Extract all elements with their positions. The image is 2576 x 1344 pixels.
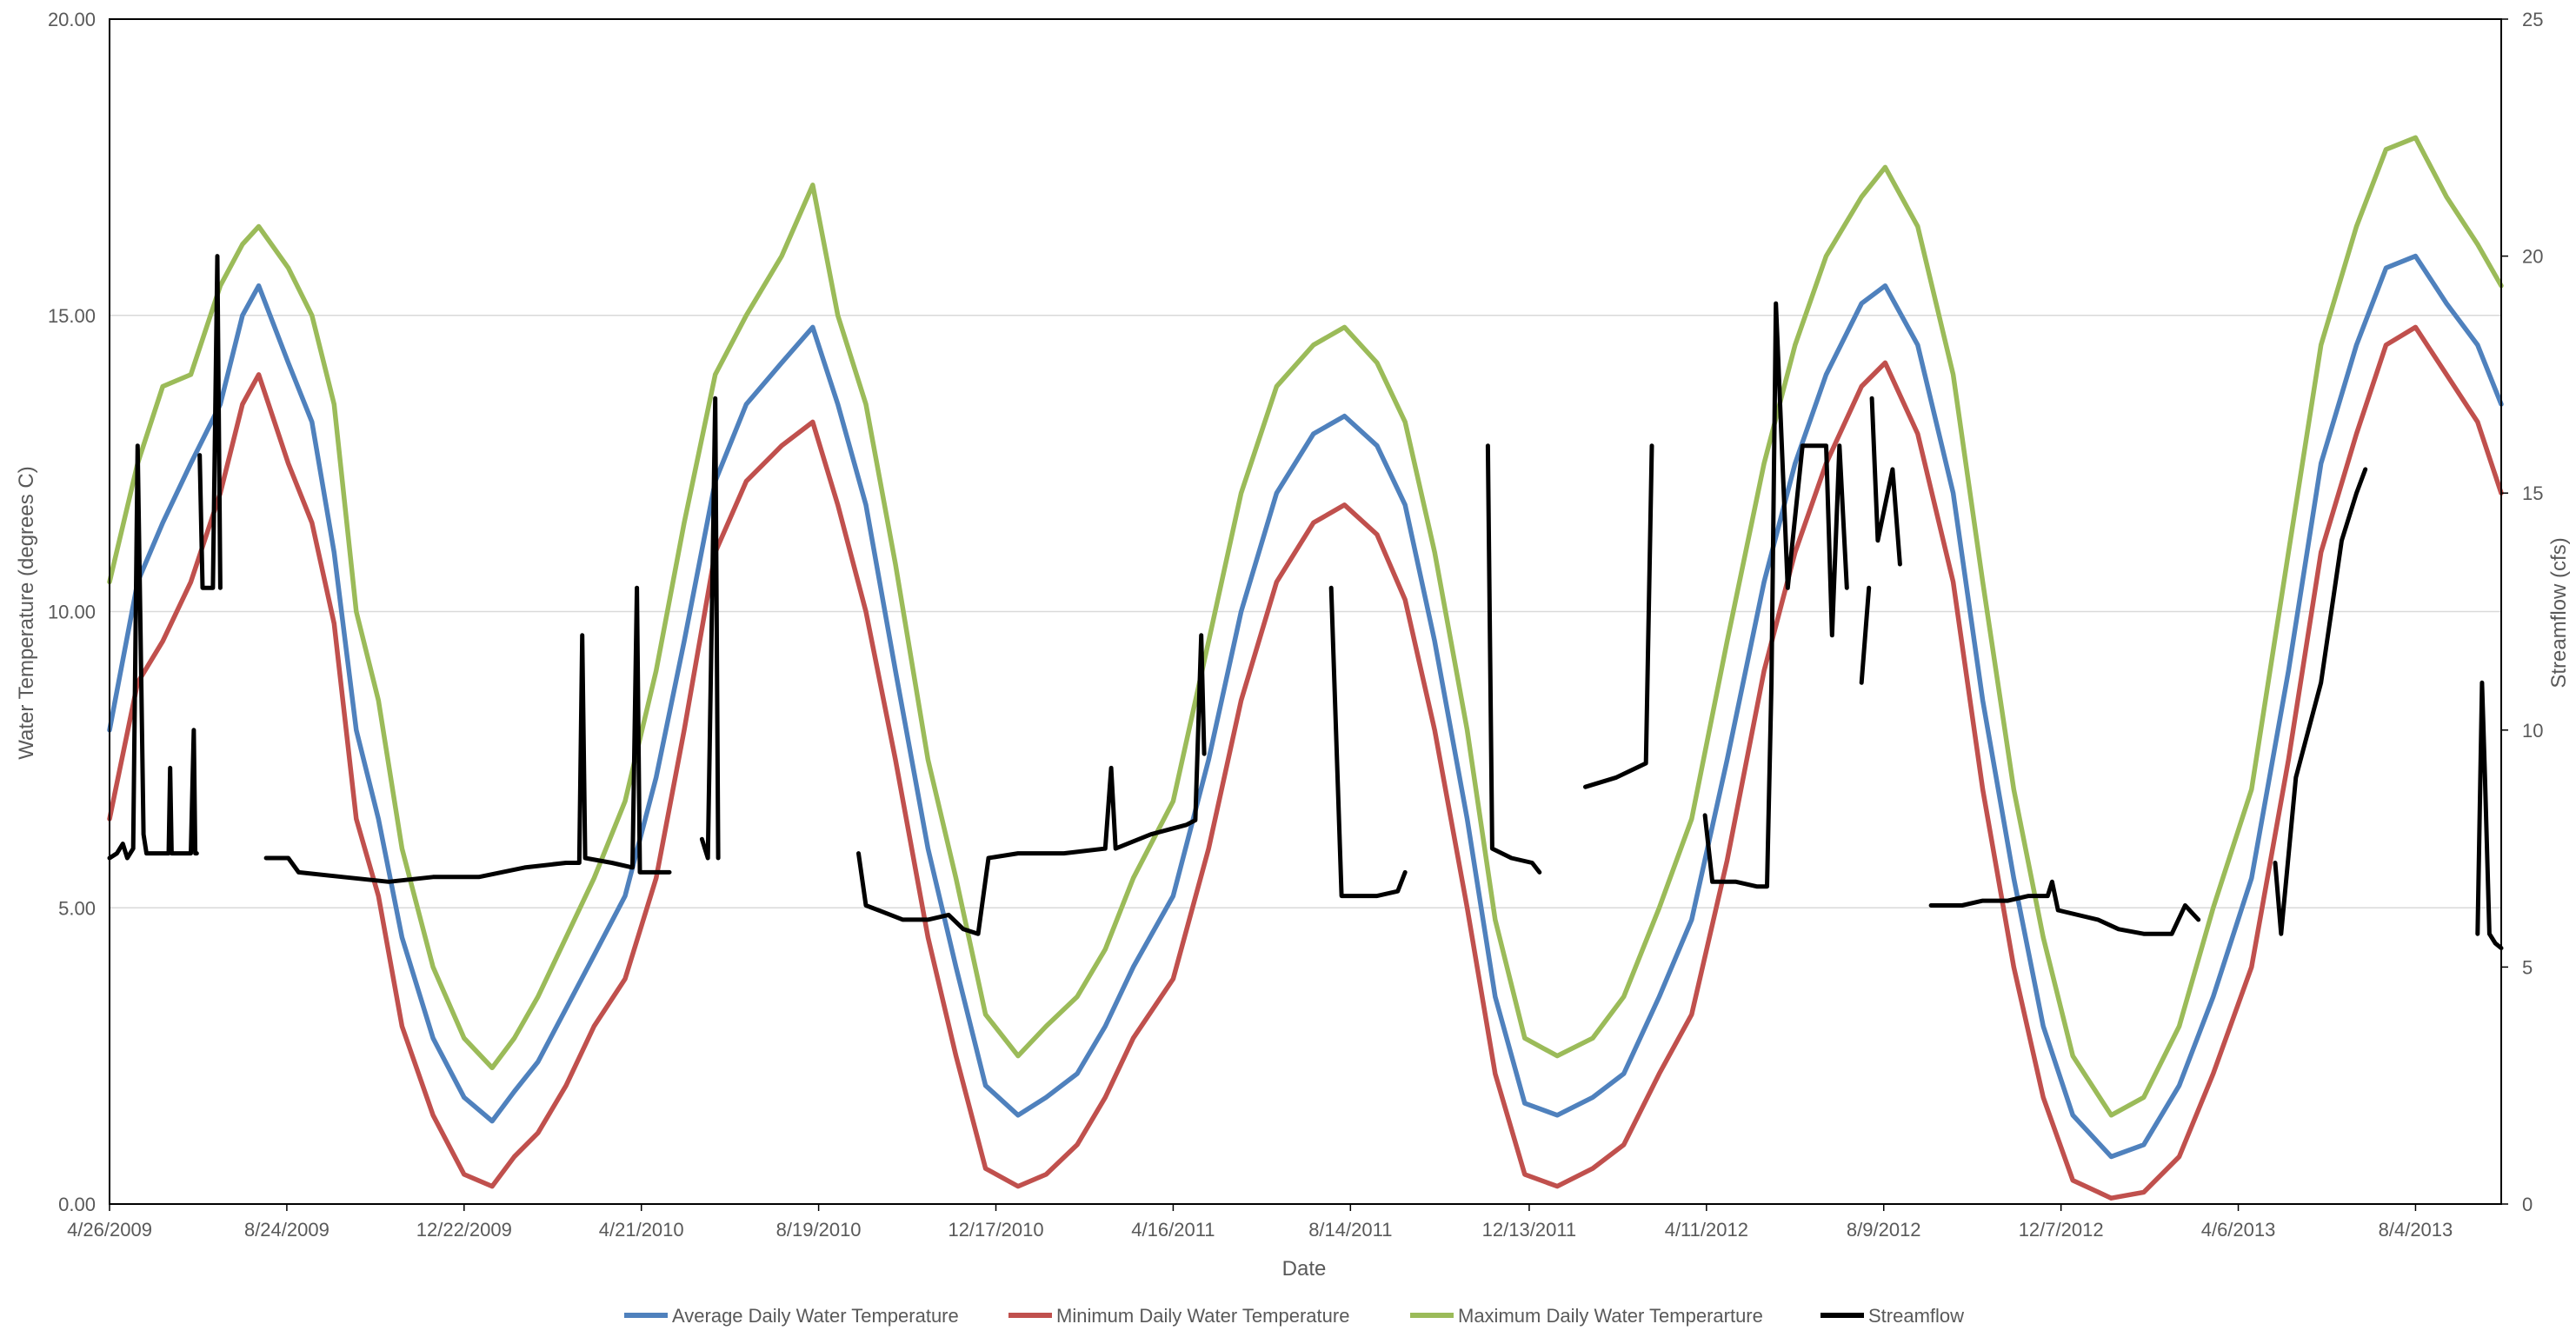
y2-tick-label: 20	[2522, 246, 2543, 268]
y-tick-label: 10.00	[48, 602, 96, 623]
x-tick-label: 12/22/2009	[416, 1219, 512, 1241]
y2-tick-label: 15	[2522, 482, 2543, 504]
y2-tick-label: 5	[2522, 956, 2533, 978]
x-tick-label: 4/6/2013	[2201, 1219, 2276, 1241]
axes	[109, 18, 2508, 1211]
series-line-flow	[699, 396, 721, 861]
legend-label-avg: Average Daily Water Temperature	[672, 1305, 959, 1327]
x-tick-label: 12/13/2011	[1482, 1219, 1576, 1241]
x-tick-label: 8/24/2009	[244, 1219, 329, 1241]
legend-label-max: Maximum Daily Water Temperarture	[1458, 1305, 1763, 1327]
series-line-flow	[856, 633, 1207, 936]
y-axis-title: Water Temperature (degrees C)	[15, 466, 38, 759]
x-tick-label: 8/19/2010	[776, 1219, 862, 1241]
series-line-flow	[2273, 467, 2368, 936]
x-tick-label: 8/4/2013	[2379, 1219, 2453, 1241]
legend-label-flow: Streamflow	[1868, 1305, 1964, 1327]
x-axis-title: Date	[1282, 1257, 1327, 1281]
series-line-flow	[1485, 443, 1542, 875]
legend: Average Daily Water Temperature Minimum D…	[624, 1305, 1964, 1327]
y2-tick-label: 0	[2522, 1194, 2533, 1215]
series-line-flow	[2475, 680, 2504, 951]
x-tick-label: 4/11/2012	[1665, 1219, 1748, 1241]
series-line-flow	[263, 585, 672, 884]
series-line-flow	[1702, 301, 1849, 889]
y2-axis-title: Streamflow (cfs)	[2547, 537, 2571, 688]
gridlines	[110, 315, 2501, 908]
plot-frame	[109, 18, 2502, 1205]
series-line-min	[107, 324, 2504, 1201]
series-line-avg	[107, 253, 2504, 1160]
tick-labels: 0.00 5.00 10.00 15.00 20.00 0 5 10 15 20 25 4/26/20…	[48, 9, 2544, 1241]
series-line-max	[107, 135, 2504, 1118]
y-tick-label: 20.00	[48, 9, 96, 30]
series-line-flow	[107, 443, 199, 861]
y-tick-label: 15.00	[48, 305, 96, 327]
y-tick-label: 5.00	[58, 897, 96, 919]
series-line-flow	[1328, 585, 1408, 899]
x-tick-label: 4/16/2011	[1131, 1219, 1215, 1241]
x-tick-label: 8/14/2011	[1308, 1219, 1392, 1241]
x-tick-label: 12/7/2012	[2019, 1219, 2104, 1241]
y-tick-label: 0.00	[58, 1194, 96, 1215]
x-tick-label: 4/21/2010	[599, 1219, 684, 1241]
x-tick-label: 8/9/2012	[1847, 1219, 1921, 1241]
series-line-flow	[1928, 879, 2201, 936]
y2-tick-label: 25	[2522, 9, 2543, 30]
series-line-flow	[197, 254, 223, 590]
legend-label-min: Minimum Daily Water Temperature	[1056, 1305, 1349, 1327]
series-line-flow	[1869, 396, 1902, 567]
x-tick-label: 12/17/2010	[948, 1219, 1043, 1241]
x-tick-label: 4/26/2009	[67, 1219, 152, 1241]
series-line-flow	[1583, 443, 1654, 789]
series-line-flow	[1859, 585, 1872, 685]
series-lines	[107, 135, 2504, 1201]
y2-tick-label: 10	[2522, 720, 2543, 742]
